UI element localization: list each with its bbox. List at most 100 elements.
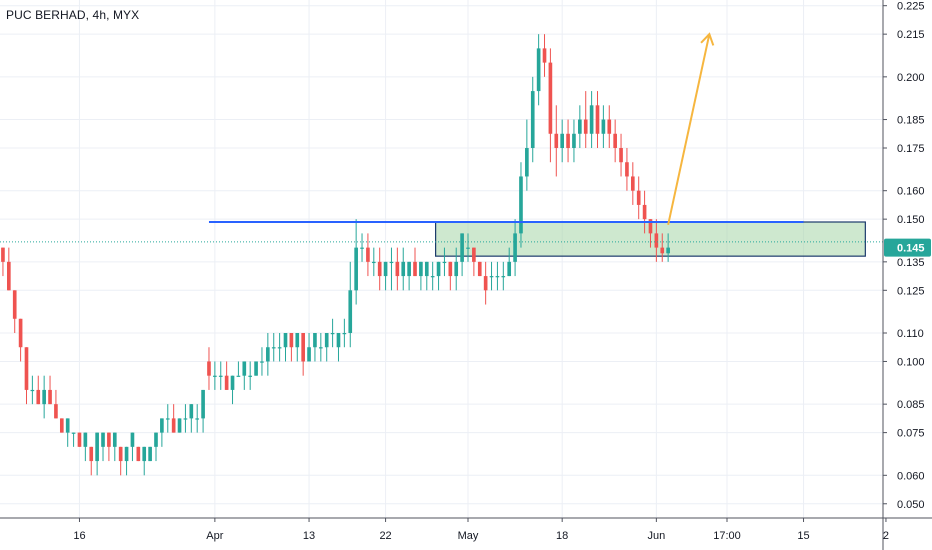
projection-arrow-head [700, 32, 715, 46]
candle [277, 333, 282, 362]
candle-body [254, 361, 258, 376]
candle [65, 418, 70, 447]
candle [183, 404, 188, 433]
candle-body [289, 333, 294, 348]
candles [1, 34, 670, 476]
candle [336, 333, 341, 362]
candle [648, 219, 653, 248]
candle-body [207, 361, 211, 376]
candle [560, 119, 565, 163]
candle-body [530, 91, 535, 148]
candle-body [636, 190, 641, 205]
y-tick-label: 0.100 [897, 356, 925, 368]
candle-body [407, 261, 411, 277]
candle-body [142, 446, 147, 462]
candle-body [277, 347, 282, 349]
candle-body [542, 48, 547, 63]
candle-body [413, 261, 417, 277]
candle [489, 261, 494, 291]
candle [54, 389, 58, 419]
candle-body [318, 347, 323, 349]
candle-body [148, 446, 152, 462]
candle-body [436, 261, 441, 277]
candle [342, 318, 347, 348]
x-tick-label: 22 [379, 530, 391, 542]
candle-body [171, 418, 176, 433]
candle-body [360, 247, 364, 249]
candle-body [12, 290, 17, 319]
candle-body [201, 389, 205, 419]
candle [271, 333, 276, 362]
candle [395, 247, 400, 291]
current-price-tag: 0.145 [884, 238, 931, 257]
chart-title: PUC BERHAD, 4h, MYX [6, 8, 140, 22]
candle-body [625, 162, 629, 177]
candle [236, 361, 241, 377]
candle-body [554, 133, 559, 148]
candle [454, 247, 459, 291]
candle [324, 333, 329, 362]
candle-body [165, 418, 170, 420]
candle [501, 261, 506, 291]
candle [107, 432, 111, 462]
candle [30, 375, 35, 405]
candle-body [65, 418, 70, 433]
candle [589, 91, 594, 148]
x-tick-label: Apr [206, 530, 223, 542]
candle [242, 361, 247, 390]
candle [377, 247, 382, 291]
candle-body [660, 247, 665, 254]
candle [142, 446, 147, 476]
candle-body [248, 375, 253, 377]
x-tick-label: 2 [883, 530, 889, 542]
candle-body [648, 219, 653, 234]
candle-body [183, 418, 188, 420]
candle [136, 446, 141, 462]
candle-body [30, 389, 35, 392]
candle [625, 148, 629, 191]
candle [260, 347, 264, 376]
candle-body [42, 389, 46, 405]
x-tick-label: 18 [556, 530, 568, 542]
y-tick-label: 0.110 [897, 328, 924, 340]
y-tick-label: 0.175 [897, 143, 925, 155]
annotations-front [0, 32, 883, 243]
candle [424, 261, 429, 291]
candle [189, 404, 194, 433]
candle-body [401, 261, 406, 277]
candle-body [589, 105, 594, 134]
candle-body [460, 233, 464, 262]
candle-body [266, 347, 270, 362]
candle [313, 333, 317, 362]
y-tick-label: 0.125 [897, 285, 925, 297]
candle [371, 247, 376, 277]
candle [460, 233, 464, 277]
candle-body [83, 432, 88, 447]
candle [595, 91, 600, 148]
candle-body [383, 261, 388, 277]
candle [148, 446, 152, 462]
candle [495, 261, 500, 291]
candle-body [507, 261, 512, 277]
projection-arrow-shaft [667, 33, 711, 226]
candle [318, 333, 323, 362]
candle-body [424, 261, 429, 277]
candle [360, 233, 364, 262]
candle [442, 247, 447, 277]
candle-body [578, 119, 582, 134]
candle [195, 404, 200, 433]
candle [578, 105, 582, 148]
candle [354, 219, 358, 305]
candle-body [442, 261, 447, 264]
candle [366, 233, 370, 277]
candle-body [354, 247, 358, 291]
candle [642, 190, 647, 234]
y-tick-label: 0.185 [897, 115, 925, 127]
y-tick-label: 0.050 [897, 499, 925, 511]
x-tick-label: 16 [73, 530, 85, 542]
candle [289, 333, 294, 362]
candle [419, 261, 423, 291]
candle [213, 361, 217, 390]
candle-body [295, 333, 300, 348]
